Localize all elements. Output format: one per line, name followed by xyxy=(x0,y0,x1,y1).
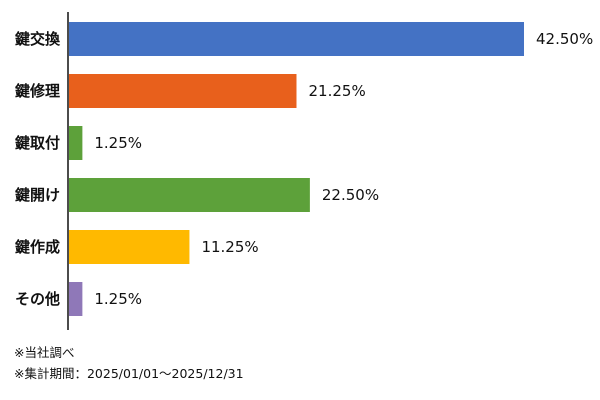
category-label: 鍵取付 xyxy=(15,134,60,152)
value-label: 42.50% xyxy=(536,30,593,48)
bar xyxy=(69,230,190,264)
source-note: ※当社調べ xyxy=(14,345,75,360)
bar xyxy=(69,74,297,108)
value-label: 1.25% xyxy=(94,290,142,308)
value-label: 11.25% xyxy=(201,238,258,256)
category-label: 鍵交換 xyxy=(15,30,61,48)
value-label: 22.50% xyxy=(322,186,379,204)
bar xyxy=(69,126,83,160)
period-note: ※集計期間：2025/01/01～2025/12/31 xyxy=(14,366,244,381)
category-label: 鍵修理 xyxy=(15,82,60,100)
category-label: 鍵開け xyxy=(15,186,60,204)
footnotes: ※当社調べ ※集計期間：2025/01/01～2025/12/31 xyxy=(14,342,244,384)
value-label: 21.25% xyxy=(309,82,366,100)
category-label: その他 xyxy=(15,290,60,308)
value-label: 1.25% xyxy=(94,134,142,152)
bar xyxy=(69,22,524,56)
bar xyxy=(69,178,310,212)
bar xyxy=(69,282,83,316)
category-label: 鍵作成 xyxy=(15,238,60,256)
bar-chart: 鍵交換 42.50% 鍵修理 21.25% 鍵取付 1.25% 鍵開け 22.50% 鍵作成 11… xyxy=(15,12,593,330)
